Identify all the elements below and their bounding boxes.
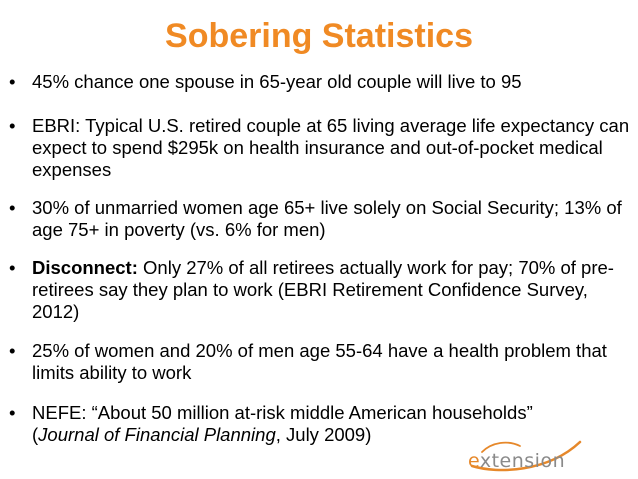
bullet-text: Only 27% of all retirees actually work f…	[32, 257, 614, 322]
bullet-item: • EBRI: Typical U.S. retired couple at 6…	[0, 115, 638, 181]
slide-title: Sobering Statistics	[165, 17, 473, 55]
bullet-item: • NEFE: “About 50 million at-risk middle…	[0, 402, 638, 446]
bullet-text: 30% of unmarried women age 65+ live sole…	[32, 197, 622, 240]
logo-swoosh-icon	[470, 440, 582, 472]
bullet-item: • 25% of women and 20% of men age 55-64 …	[0, 340, 638, 384]
bullet-dot: •	[9, 402, 16, 423]
bullet-lead: Disconnect:	[32, 257, 138, 278]
citation-tail: , July 2009)	[275, 424, 372, 445]
bullet-text: NEFE: “About 50 million at-risk middle A…	[32, 402, 533, 423]
bullet-text: 25% of women and 20% of men age 55-64 ha…	[32, 340, 607, 383]
bullet-dot: •	[9, 340, 16, 361]
bullet-dot: •	[9, 257, 16, 278]
bullet-list: • 45% chance one spouse in 65-year old c…	[0, 71, 638, 446]
bullet-item: • Disconnect: Only 27% of all retirees a…	[0, 257, 638, 323]
bullet-item: • 30% of unmarried women age 65+ live so…	[0, 197, 638, 241]
citation-open-paren: (	[32, 424, 39, 445]
bullet-dot: •	[9, 115, 16, 136]
citation-journal: Journal of Financial Planning	[38, 424, 276, 445]
bullet-text: 45% chance one spouse in 65-year old cou…	[32, 71, 522, 92]
logo-letter-e: e	[468, 450, 480, 472]
logo-wordmark: extension	[468, 450, 565, 472]
bullet-text: EBRI: Typical U.S. retired couple at 65 …	[32, 115, 630, 180]
extension-logo: extension	[468, 436, 588, 476]
bullet-dot: •	[9, 71, 16, 92]
bullet-item: • 45% chance one spouse in 65-year old c…	[0, 71, 638, 93]
logo-letters-rest: xtension	[479, 450, 566, 472]
bullet-dot: •	[9, 197, 16, 218]
